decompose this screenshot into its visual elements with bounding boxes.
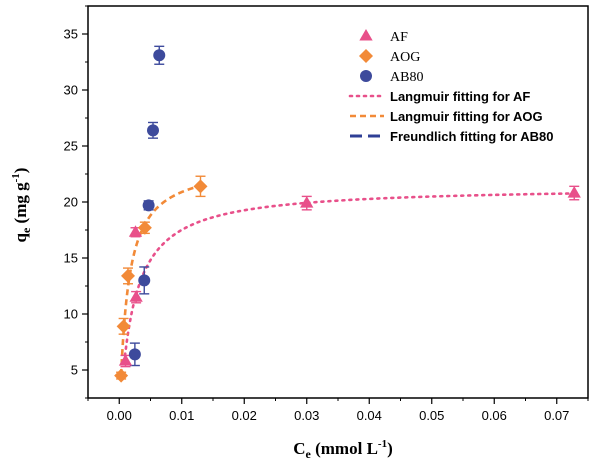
y-axis-ticks: 5 10 15 20 25 30 35 <box>64 5 88 399</box>
data-point-ab80 <box>128 348 141 361</box>
x-tick-label: 0.06 <box>482 408 507 423</box>
legend-label: Freundlich fitting for AB80 <box>390 129 553 144</box>
x-axis-ticks: 0.00 0.01 0.02 0.03 0.04 0.05 0.06 0.07 <box>87 398 589 423</box>
data-point-aog <box>116 319 131 334</box>
legend-label: Langmuir fitting for AOG <box>390 109 543 124</box>
data-point-af <box>118 354 133 366</box>
x-tick-label: 0.04 <box>357 408 382 423</box>
y-tick-label: 15 <box>64 251 78 266</box>
legend-symbol-af <box>359 29 373 41</box>
x-axis-title: Ce (mmol L-1) <box>293 438 393 461</box>
data-point-af <box>129 290 143 302</box>
x-tick-label: 0.05 <box>419 408 444 423</box>
y-axis-title: qe (mg g-1) <box>10 168 33 243</box>
data-point-ab80 <box>142 199 155 212</box>
legend: AF AOG AB80 Langmuir fitting for AF Langmuir… <box>348 29 553 144</box>
x-tick-label: 0.00 <box>107 408 132 423</box>
y-tick-label: 35 <box>64 27 78 42</box>
y-tick-label: 10 <box>64 307 78 322</box>
data-point-af <box>128 225 143 237</box>
legend-symbol-ab80 <box>360 70 372 82</box>
x-tick-label: 0.01 <box>169 408 194 423</box>
data-point-aog <box>121 268 135 283</box>
data-point-af <box>567 186 581 198</box>
legend-label: Langmuir fitting for AF <box>390 89 530 104</box>
legend-label: AF <box>390 30 408 45</box>
data-point-aog <box>137 220 152 235</box>
y-tick-label: 25 <box>64 139 78 154</box>
legend-label: AOG <box>390 50 420 65</box>
x-tick-label: 0.03 <box>294 408 319 423</box>
data-point-aog <box>193 179 208 194</box>
data-point-af <box>300 196 314 208</box>
data-point-ab80 <box>147 124 159 137</box>
data-point-aog <box>114 368 129 383</box>
x-tick-label: 0.02 <box>232 408 257 423</box>
x-tick-label: 0.07 <box>544 408 569 423</box>
y-tick-label: 5 <box>71 363 78 378</box>
y-tick-label: 30 <box>64 83 78 98</box>
data-markers <box>114 49 581 383</box>
y-tick-label: 20 <box>64 195 78 210</box>
fit-curve-langmuir-fitting-for-af <box>122 192 577 364</box>
data-point-ab80 <box>153 49 166 62</box>
data-point-ab80 <box>138 274 151 287</box>
legend-label: AB80 <box>390 70 423 85</box>
legend-symbol-aog <box>359 49 373 63</box>
